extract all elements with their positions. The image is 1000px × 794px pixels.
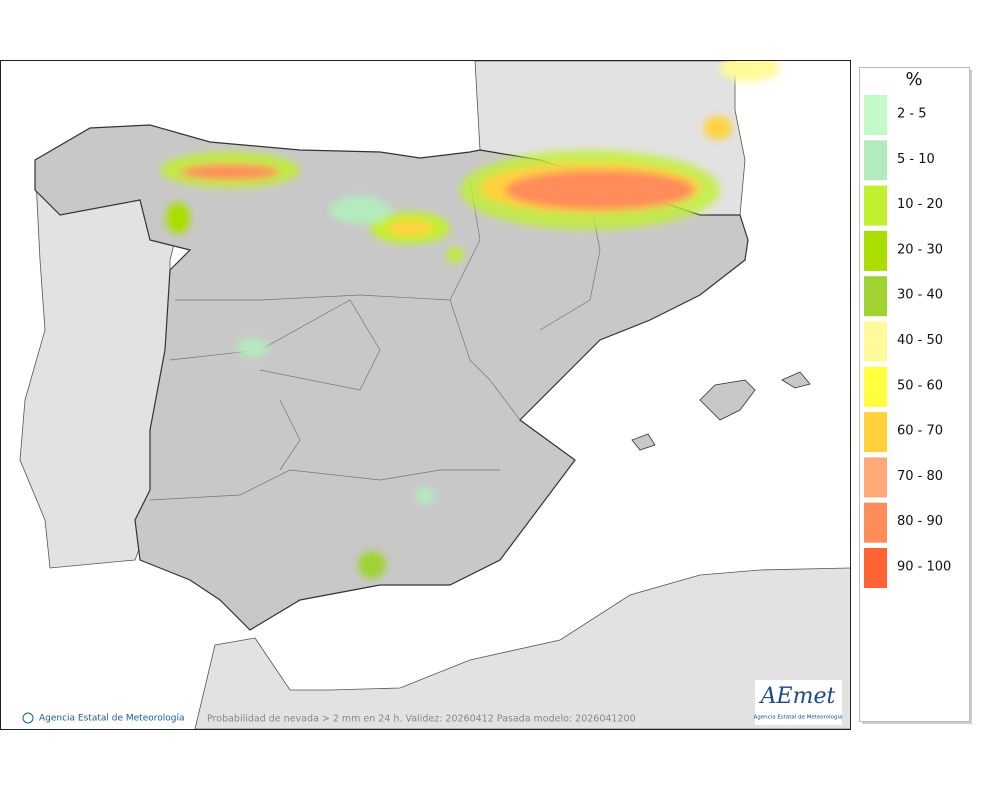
snow-area xyxy=(358,551,386,579)
map-frame xyxy=(0,60,851,730)
snow-area xyxy=(704,116,732,140)
legend-title: % xyxy=(905,69,922,90)
africa xyxy=(194,567,850,729)
legend-label: 30 - 40 xyxy=(897,288,943,303)
legend-label: 50 - 60 xyxy=(897,378,943,393)
legend-label: 70 - 80 xyxy=(897,469,943,484)
legend-label: 60 - 70 xyxy=(897,424,943,439)
legend-swatch xyxy=(864,412,887,453)
snow-area xyxy=(386,220,434,236)
legend-swatch xyxy=(864,321,887,362)
logo-box xyxy=(755,680,842,725)
spain xyxy=(34,124,749,631)
snow-area xyxy=(447,247,463,263)
border xyxy=(149,469,500,501)
snow-area xyxy=(180,164,280,180)
footer-credit: Agencia Estatal de Meteorología xyxy=(39,714,185,724)
logo-name: AEmet xyxy=(759,684,836,709)
legend-swatch xyxy=(864,230,887,271)
legend-swatch xyxy=(864,95,887,135)
legend-swatch xyxy=(864,548,887,588)
legend-items: 2 - 5 5 - 10 10 - 20 20 - 30 30 - 40 40 - 50 5… xyxy=(864,95,951,588)
ibiza xyxy=(631,433,656,451)
legend-label: 90 - 100 xyxy=(897,560,951,575)
copyright-icon xyxy=(22,712,34,724)
legend-label: 40 - 50 xyxy=(897,333,943,348)
snow-area xyxy=(166,202,190,234)
snow-area xyxy=(720,61,780,82)
legend-label: 20 - 30 xyxy=(897,242,943,257)
legend-label: 5 - 10 xyxy=(897,152,935,167)
menorca xyxy=(781,371,811,389)
snow-area xyxy=(505,170,695,210)
border xyxy=(279,399,301,471)
logo-subtitle: Agencia Estatal de Meteorología xyxy=(754,714,843,721)
legend-swatch xyxy=(864,185,887,226)
snow-area xyxy=(415,488,435,504)
snow-areas xyxy=(160,61,780,579)
legend-swatch xyxy=(864,457,887,498)
border xyxy=(449,299,521,421)
legend-label: 80 - 90 xyxy=(897,514,943,529)
snow-area xyxy=(330,196,390,224)
legend-swatch xyxy=(864,366,887,407)
legend-swatch xyxy=(864,276,887,317)
snow-area xyxy=(237,339,269,357)
mallorca xyxy=(699,379,756,421)
border xyxy=(175,179,481,301)
legend-label: 10 - 20 xyxy=(897,197,943,212)
legend-swatch xyxy=(864,140,887,181)
footer-caption: Probabilidad de nevada > 2 mm en 24 h. V… xyxy=(207,714,636,725)
map-area: AEmet Agencia Estatal de Meteorología Ag… xyxy=(1,61,850,729)
legend-swatch xyxy=(864,502,887,543)
legend-label: 2 - 5 xyxy=(897,107,927,122)
